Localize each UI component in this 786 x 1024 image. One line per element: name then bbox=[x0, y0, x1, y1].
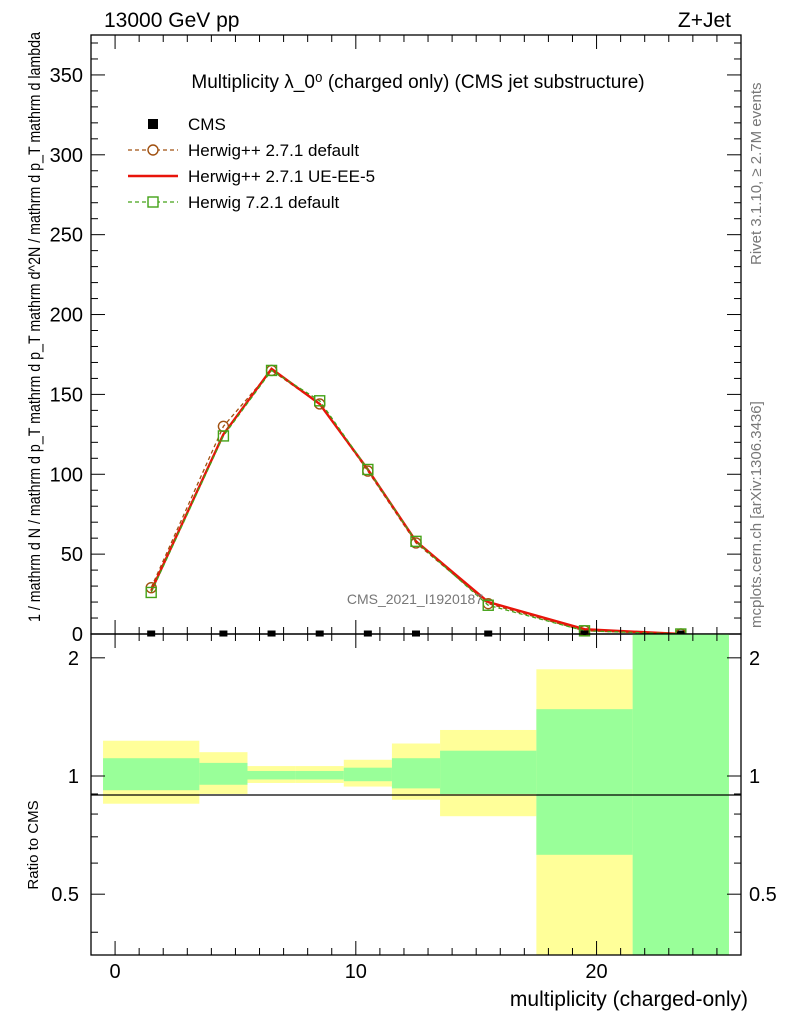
main-plot: 0 50 100 150 200 250 300 350 Multiplicity λ_0⁰ … bbox=[50, 34, 742, 646]
legend-marker-1 bbox=[147, 144, 159, 156]
series-line-3 bbox=[150, 369, 681, 635]
series-marker-3 bbox=[145, 586, 157, 599]
series-marker-3 bbox=[265, 364, 278, 377]
energy-label: 13000 GeV pp bbox=[104, 9, 239, 32]
series-marker-3 bbox=[578, 625, 591, 637]
legend: CMS Herwig++ 2.7.1 default Herwig++ 2.7.1 … bbox=[128, 115, 375, 212]
process-label: Z+Jet bbox=[678, 9, 731, 32]
ratio-y-tick-label-right: 0.5 bbox=[749, 884, 777, 906]
y-tick-label: 50 bbox=[61, 544, 83, 566]
legend-label: CMS bbox=[188, 115, 226, 134]
legend-label: Herwig 7.2.1 default bbox=[188, 193, 339, 212]
y-tick-label: 0 bbox=[72, 624, 83, 646]
ratio-band-inner bbox=[536, 709, 633, 855]
legend-label: Herwig++ 2.7.1 UE-EE-5 bbox=[188, 167, 375, 186]
ratio-band-inner bbox=[343, 767, 392, 782]
mcplots-info: mcplots.cern.ch [arXiv:1306.3436] bbox=[748, 401, 765, 628]
y-tick-label: 250 bbox=[50, 225, 83, 247]
ratio-band-inner bbox=[199, 762, 248, 785]
ratio-axes: 0 10 20 0.5 0.5 1 1 2 2 bbox=[51, 633, 777, 983]
legend-marker-3 bbox=[147, 196, 159, 208]
plot-title: Multiplicity λ_0⁰ (charged only) (CMS je… bbox=[191, 72, 644, 93]
series-marker-3 bbox=[482, 599, 494, 611]
y-tick-label: 100 bbox=[50, 464, 83, 486]
series-lines bbox=[150, 367, 681, 636]
y-tick-label: 350 bbox=[50, 65, 83, 87]
y-axis-label: 1 / mathrm d N / mathrm d p_T mathrm d p… bbox=[25, 32, 44, 622]
series-marker-3 bbox=[410, 535, 422, 548]
legend-label: Herwig++ 2.7.1 default bbox=[188, 141, 359, 160]
x-tick-label: 0 bbox=[110, 961, 121, 983]
y-tick-label: 200 bbox=[50, 305, 83, 327]
x-axis-label: multiplicity (charged-only) bbox=[510, 988, 748, 1011]
ratio-band-inner bbox=[103, 758, 200, 791]
y-tick-label: 300 bbox=[50, 145, 83, 167]
ratio-y-tick-label-right: 2 bbox=[749, 648, 760, 670]
ratio-band-inner bbox=[391, 758, 441, 789]
y-tick-label: 150 bbox=[50, 384, 83, 406]
analysis-watermark: CMS_2021_I1920187 bbox=[347, 591, 483, 607]
ratio-band-inner bbox=[295, 770, 344, 780]
ratio-y-tick-label-right: 1 bbox=[749, 766, 760, 788]
x-tick-label: 20 bbox=[585, 961, 607, 983]
ratio-band-inner bbox=[440, 750, 537, 794]
series-marker-3 bbox=[217, 430, 230, 442]
ratio-frame bbox=[90, 633, 742, 956]
series-line-1 bbox=[150, 369, 681, 635]
ratio-y-tick-label: 2 bbox=[68, 648, 79, 670]
series-marker-3 bbox=[314, 395, 326, 407]
ratio-y-label: Ratio to CMS bbox=[25, 800, 42, 889]
legend-marker-cms bbox=[148, 119, 158, 129]
ratio-y-tick-label: 0.5 bbox=[51, 884, 79, 906]
ratio-plot: 0 10 20 0.5 0.5 1 1 2 2 bbox=[51, 633, 777, 983]
x-tick-label: 10 bbox=[345, 961, 367, 983]
ratio-y-tick-label: 1 bbox=[68, 766, 79, 788]
series-marker-3 bbox=[362, 463, 374, 476]
ratio-band-inner bbox=[247, 770, 296, 780]
rivet-info: Rivet 3.1.10, ≥ 2.7M events bbox=[748, 83, 765, 266]
